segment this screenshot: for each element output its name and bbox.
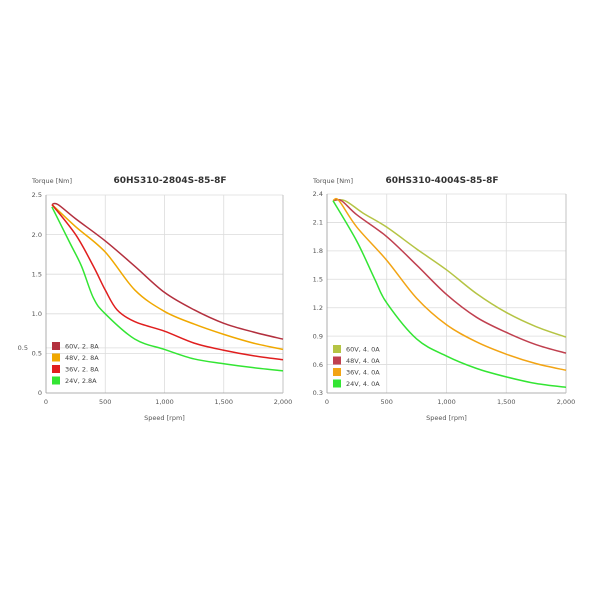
x-tick-label: 500: [99, 398, 111, 406]
chart-2: 60HS310-4004S-85-8F Torque [Nm] Speed [rpm…: [312, 176, 575, 422]
legend-swatch: [333, 356, 341, 365]
series-line-4: [51, 206, 284, 372]
x-axis-label: Speed [rpm]: [426, 414, 467, 422]
y-tick-label: 0.3: [313, 389, 323, 397]
x-tick-label: 500: [381, 398, 393, 406]
legend-swatch: [333, 368, 341, 376]
y-tick-label: 2.1: [313, 219, 323, 227]
y-tick-label: 1.5: [32, 270, 42, 278]
series-line-1: [332, 198, 567, 338]
y-tick-label: 2.5: [32, 191, 42, 199]
legend-label: 60V, 2. 8A: [65, 343, 99, 351]
y-tick-label: 0.9: [313, 332, 323, 340]
legend-label: 60V, 4. 0A: [346, 346, 380, 354]
y-axis-label: Torque [Nm]: [312, 177, 353, 185]
x-tick-label: 0: [44, 398, 48, 406]
legend-label: 24V, 4. 0A: [346, 380, 380, 388]
y-tick-label: 2.0: [32, 231, 42, 239]
chart-title: 60HS310-4004S-85-8F: [386, 176, 499, 186]
legend-label: 24V, 2.8A: [65, 377, 97, 385]
x-tick-label: 2,000: [274, 398, 293, 406]
y-axis-label: Torque [Nm]: [31, 177, 72, 185]
y-tick-label: 0: [38, 389, 42, 397]
legend-swatch: [52, 353, 60, 362]
y-tick-label: 1.2: [313, 304, 323, 312]
legend-label: 36V, 2. 8A: [65, 366, 99, 374]
y-tick-label: 0.5: [18, 344, 28, 352]
x-tick-label: 2,000: [557, 398, 576, 406]
y-tick-label: 1.5: [313, 275, 323, 283]
legend-swatch: [333, 379, 341, 388]
legend-swatch: [333, 345, 341, 353]
y-tick-label: 0.6: [313, 361, 323, 369]
y-tick-label: 0.5: [32, 350, 42, 358]
legend-label: 48V, 4. 0A: [346, 357, 380, 365]
series-line-3: [332, 197, 567, 371]
y-tick-label: 1.0: [32, 310, 42, 318]
legend-label: 48V, 2. 8A: [65, 354, 99, 362]
chart-1: 60HS310-2804S-85-8F Torque [Nm] Speed [rpm…: [18, 176, 293, 422]
series-line-1: [51, 202, 284, 340]
x-tick-label: 0: [325, 398, 329, 406]
x-axis-label: Speed [rpm]: [144, 414, 185, 422]
series-line-2: [332, 198, 567, 354]
y-tick-label: 2.4: [313, 190, 323, 198]
legend-swatch: [52, 342, 60, 350]
x-tick-label: 1,500: [497, 398, 516, 406]
series-line-3: [51, 204, 284, 361]
y-tick-label: 1.8: [313, 247, 323, 255]
x-tick-label: 1,000: [155, 398, 174, 406]
legend-swatch: [52, 365, 60, 373]
series-line-2: [51, 203, 284, 351]
x-tick-label: 1,000: [437, 398, 456, 406]
x-tick-label: 1,500: [214, 398, 233, 406]
legend-swatch: [52, 376, 60, 385]
series-line-4: [332, 200, 567, 389]
legend-label: 36V, 4. 0A: [346, 369, 380, 377]
chart-title: 60HS310-2804S-85-8F: [114, 176, 227, 186]
